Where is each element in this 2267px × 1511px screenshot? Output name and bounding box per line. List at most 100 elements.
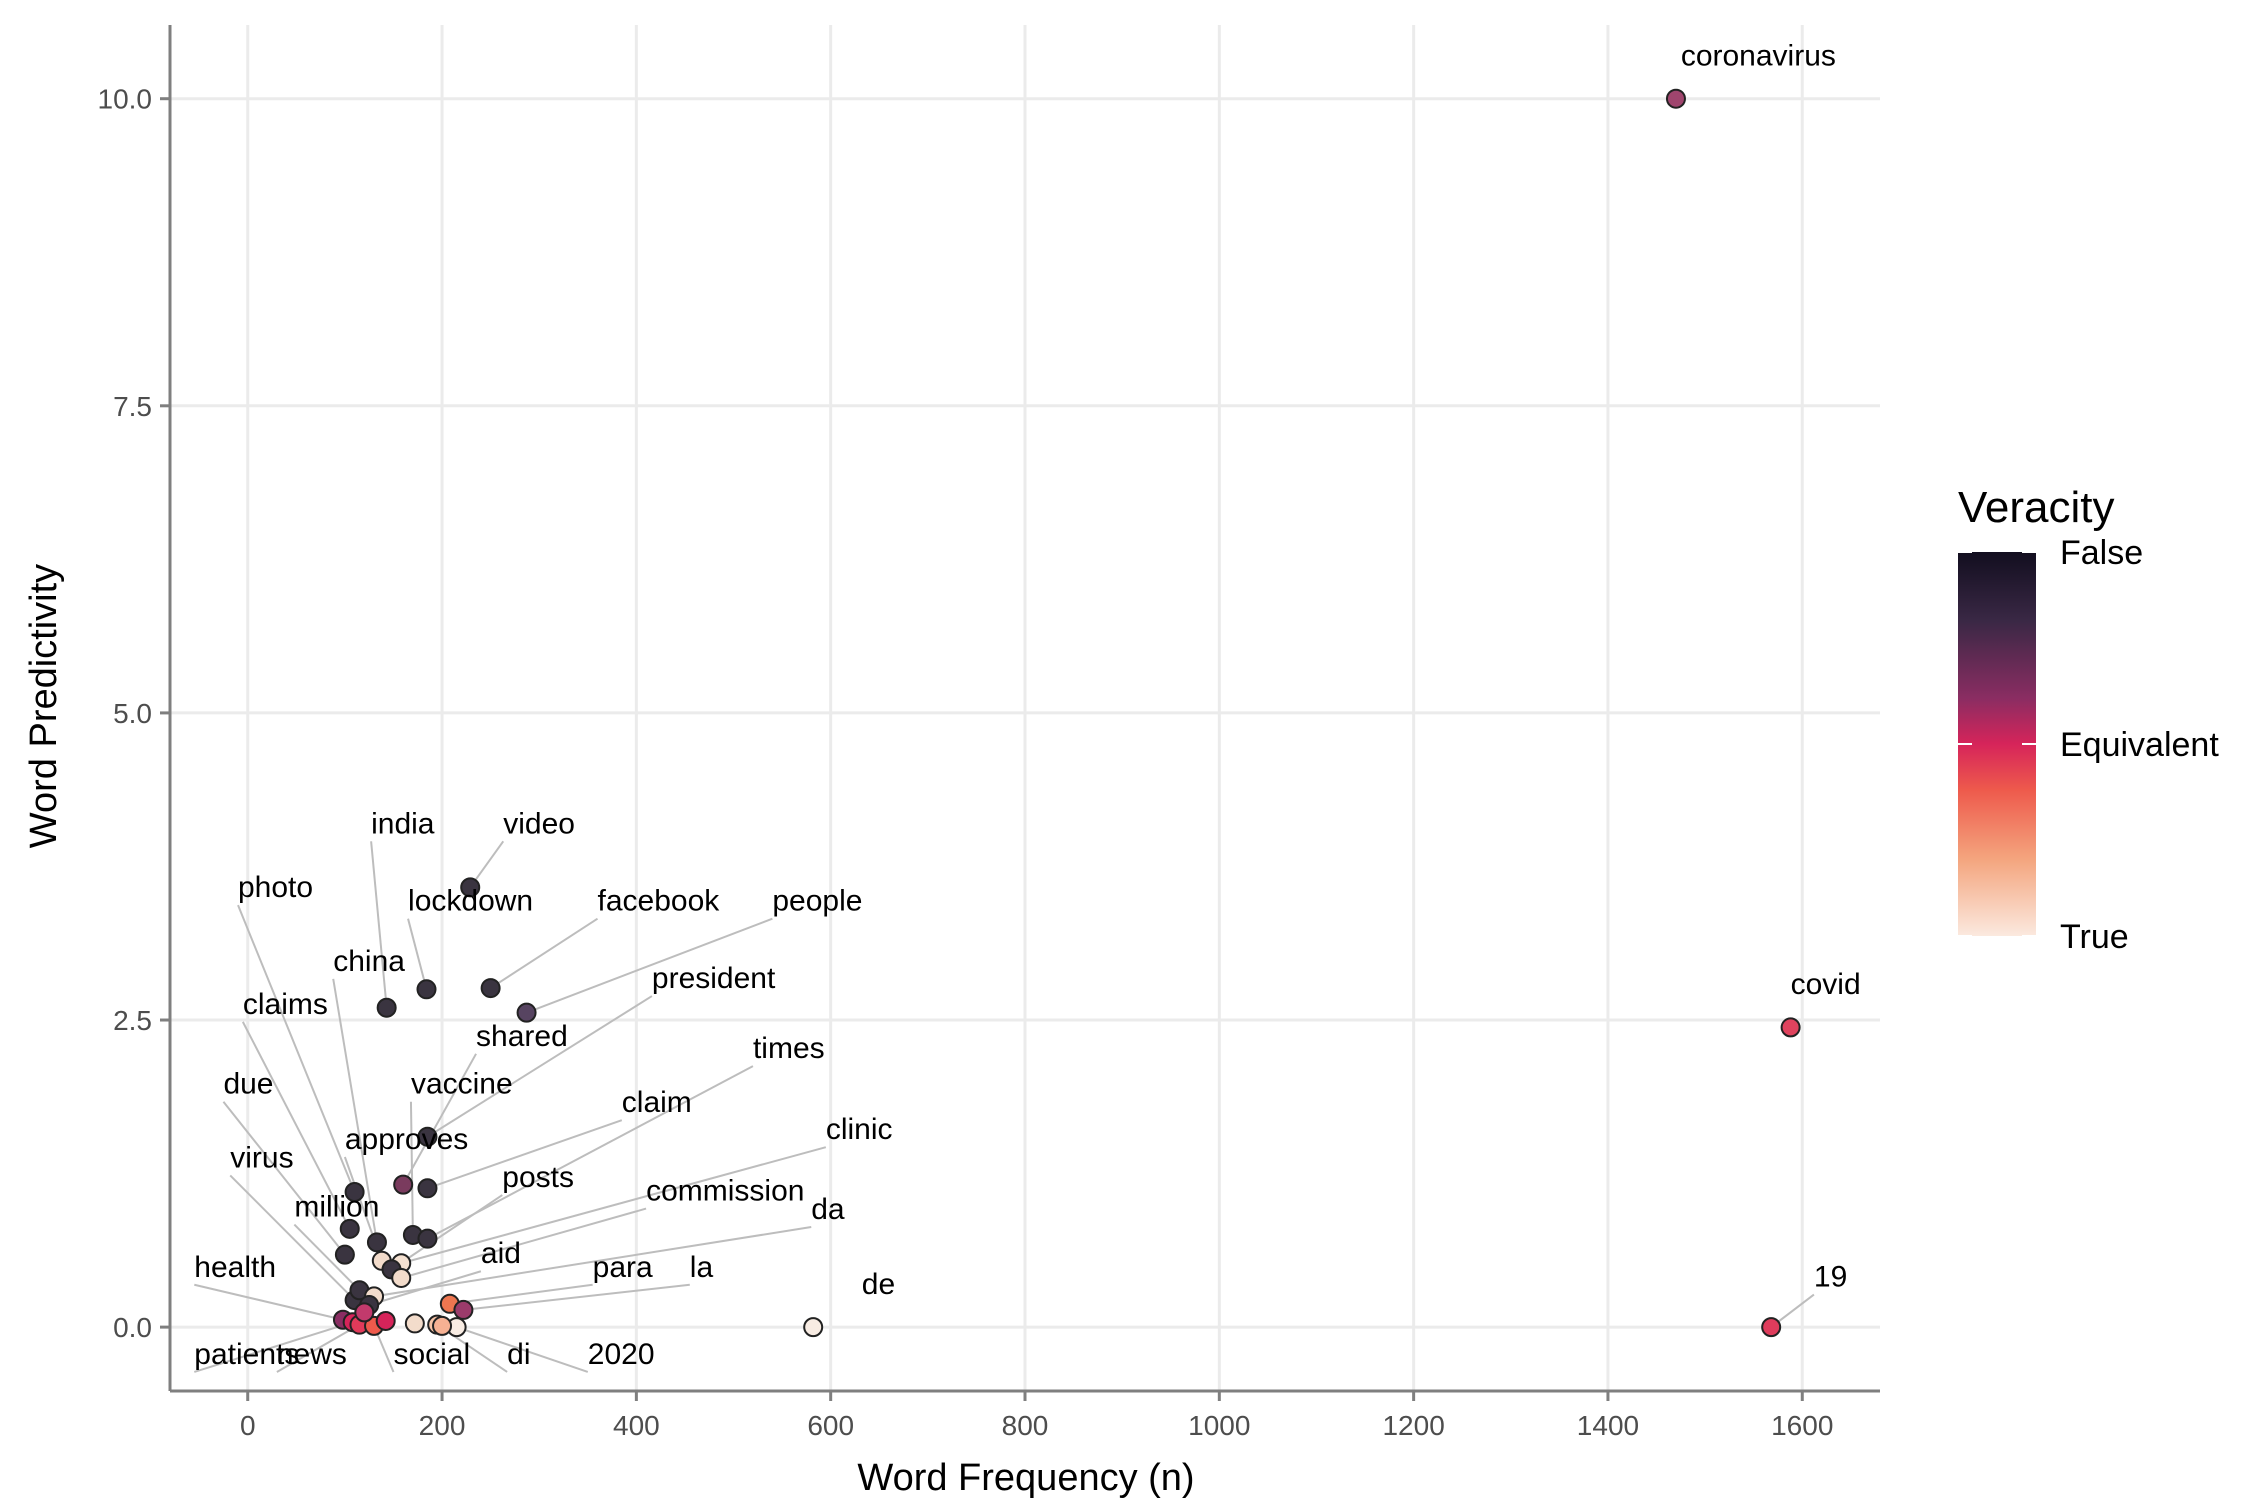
leader-line [368, 1270, 482, 1306]
point-label-health: health [194, 1251, 276, 1284]
point-label-facebook: facebook [598, 885, 721, 918]
leader-line [194, 1283, 344, 1321]
point-label-posts: posts [502, 1161, 574, 1194]
data-point-claim [417, 1178, 438, 1199]
x-tick-label: 1400 [1577, 1410, 1639, 1441]
point-label-vaccine: vaccine [411, 1068, 513, 1101]
point-label-commission: commission [646, 1175, 804, 1208]
data-point-covid [1780, 1017, 1801, 1038]
point-label-approves: approves [345, 1123, 468, 1156]
data-point-due [334, 1244, 355, 1265]
x-tick-label: 200 [419, 1410, 466, 1441]
data-point [354, 1302, 375, 1323]
data-point-people [516, 1002, 537, 1023]
point-label-president: president [652, 962, 776, 995]
grid-lines [170, 25, 1880, 1391]
data-point-la [453, 1299, 474, 1320]
leader-line [193, 1321, 353, 1373]
point-label-claims: claims [243, 988, 328, 1021]
leader-line [332, 978, 378, 1243]
point-label-million: million [294, 1191, 379, 1224]
y-tick-label: 0.0 [113, 1312, 152, 1343]
data-point-claims [339, 1218, 360, 1239]
y-tick-label: 7.5 [113, 391, 152, 422]
point-label-photo: photo [238, 871, 313, 904]
leader-line [400, 1207, 647, 1279]
legend-title: Veracity [1958, 483, 2115, 532]
point-label-india: india [371, 807, 435, 840]
data-points [332, 88, 1801, 1338]
leader-line [276, 1323, 360, 1373]
x-axis-title: Word Frequency (n) [857, 1457, 1194, 1499]
leader-line [402, 1053, 477, 1186]
y-tick-label: 5.0 [113, 698, 152, 729]
point-label-shared: shared [476, 1020, 568, 1053]
x-tick-label: 1600 [1771, 1410, 1833, 1441]
leader-line [409, 1101, 414, 1236]
point-label-2020: 2020 [588, 1338, 655, 1371]
leader-line [373, 1226, 812, 1298]
y-axis-title: Word Predictivity [23, 564, 65, 848]
data-point-de [803, 1317, 824, 1338]
y-tick-label: 2.5 [113, 1005, 152, 1036]
leader-line [241, 1021, 351, 1230]
point-label-people: people [772, 885, 862, 918]
data-point-times [417, 1228, 438, 1249]
point-label-da: da [811, 1193, 845, 1226]
point-label-clinic: clinic [826, 1113, 893, 1146]
leader-line [490, 917, 599, 989]
data-point [432, 1315, 453, 1336]
data-point-commission [391, 1267, 412, 1288]
ticks: 0 200 400 600 800 1000 1200 1400 1600 0.0 2.5 5.0 7.… [98, 84, 1834, 1441]
point-label-19: 19 [1814, 1261, 1847, 1294]
data-point-lockdown [416, 979, 437, 1000]
leader-line [229, 1174, 356, 1301]
data-point-president [417, 1126, 438, 1147]
data-point [404, 1313, 425, 1334]
x-tick-label: 1000 [1188, 1410, 1250, 1441]
point-label-virus: virus [230, 1141, 293, 1174]
point-label-para: para [593, 1251, 653, 1284]
leader-line [427, 1119, 623, 1190]
leader-line [526, 917, 773, 1014]
point-label-china: china [333, 945, 405, 978]
data-point-video [460, 877, 481, 898]
data-point-india [376, 997, 397, 1018]
legend: Veracity False Equivalent True [1958, 483, 2219, 956]
legend-label-false: False [2060, 534, 2143, 572]
data-point-coronavirus [1665, 88, 1686, 109]
point-label-times: times [753, 1032, 825, 1065]
point-label-la: la [690, 1251, 714, 1284]
leader-line [237, 904, 356, 1193]
legend-label-true: True [2060, 918, 2129, 956]
leader-line [449, 1283, 593, 1305]
legend-label-equivalent: Equivalent [2060, 726, 2219, 764]
x-tick-label: 1200 [1382, 1410, 1444, 1441]
x-tick-label: 800 [1002, 1410, 1049, 1441]
point-label-due: due [223, 1068, 273, 1101]
point-label-patients: patients [194, 1338, 299, 1371]
point-label-de: de [862, 1268, 895, 1301]
point-label-news: news [277, 1338, 347, 1371]
data-point-photo [344, 1181, 365, 1202]
point-labels: coronavirus covid 19 de video india lockdown fa… [194, 40, 1860, 1371]
leader-line [390, 1194, 503, 1271]
data-point [375, 1310, 396, 1331]
x-tick-label: 400 [613, 1410, 660, 1441]
data-point-19 [1761, 1317, 1782, 1338]
data-point-shared [393, 1174, 414, 1195]
point-label-claim: claim [622, 1086, 692, 1119]
point-label-di: di [507, 1338, 530, 1371]
point-label-coronavirus: coronavirus [1681, 40, 1836, 73]
leader-line [407, 918, 428, 990]
label-leader-lines [193, 840, 1815, 1373]
leader-line [426, 995, 653, 1138]
data-point-china [366, 1232, 387, 1253]
x-tick-label: 0 [240, 1410, 256, 1441]
point-label-lockdown: lockdown [408, 885, 533, 918]
leader-line [400, 1146, 827, 1265]
point-label-aid: aid [481, 1237, 521, 1270]
x-tick-label: 600 [807, 1410, 854, 1441]
y-tick-label: 10.0 [98, 84, 153, 115]
